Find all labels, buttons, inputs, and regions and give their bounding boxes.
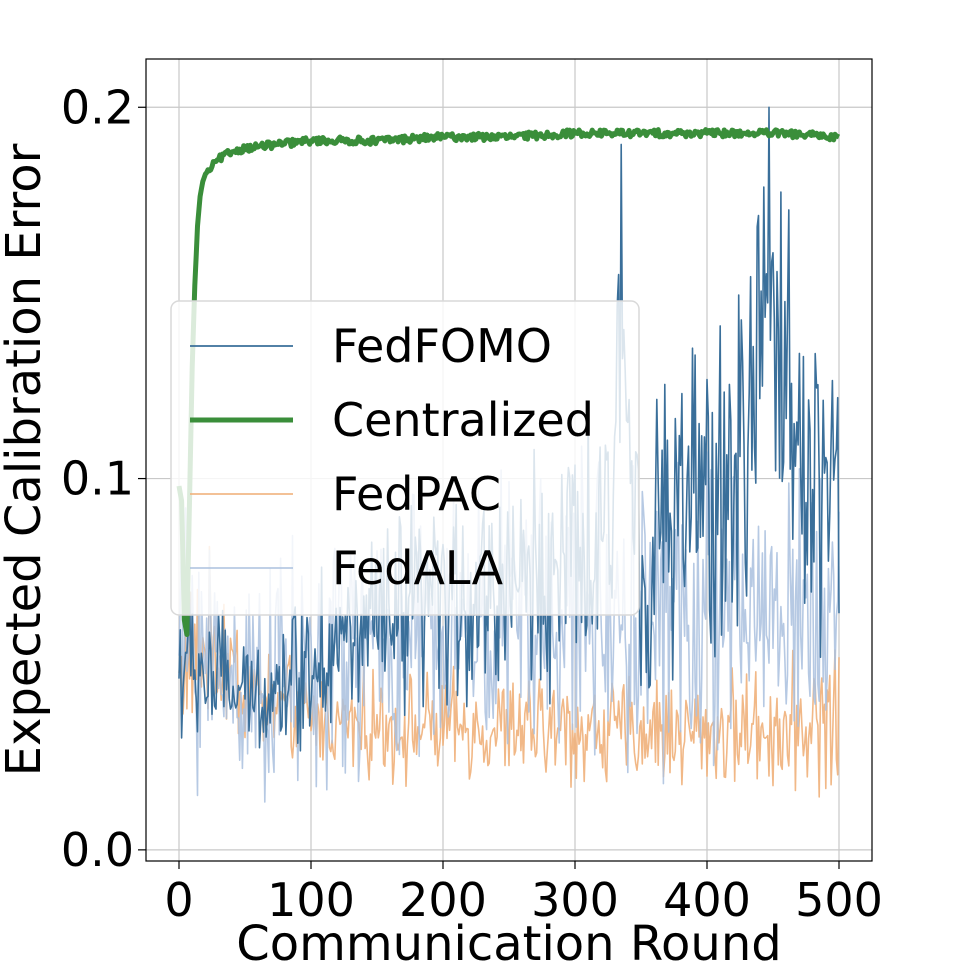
legend-label-fedala: FedALA <box>332 541 504 595</box>
legend-label-centralized: Centralized <box>332 393 594 447</box>
x-tick-label: 300 <box>531 873 619 927</box>
series-line-fedpac <box>178 545 840 798</box>
series-line-centralized <box>176 127 841 637</box>
y-tick-label: 0.2 <box>61 80 134 134</box>
y-tick-label: 0.1 <box>61 452 134 506</box>
x-tick-label: 100 <box>267 873 355 927</box>
y-tick-label: 0.0 <box>61 823 134 877</box>
legend-label-fedpac: FedPAC <box>332 467 501 521</box>
legend-label-fedfomo: FedFOMO <box>332 319 552 373</box>
legend: FedFOMO Centralized FedPAC FedALA <box>170 300 640 616</box>
x-tick-label: 200 <box>399 873 487 927</box>
legend-box <box>170 300 640 616</box>
axis-ticks: 0 100 200 300 400 500 0.0 0.1 0.2 <box>61 80 883 927</box>
x-tick-label: 500 <box>795 873 883 927</box>
x-tick-label: 400 <box>663 873 751 927</box>
x-axis-label: Communication Round <box>236 916 781 969</box>
x-tick-label: 0 <box>164 873 193 927</box>
plot-frame <box>145 58 873 862</box>
y-axis-label: Expected Calibration Error <box>0 143 52 776</box>
